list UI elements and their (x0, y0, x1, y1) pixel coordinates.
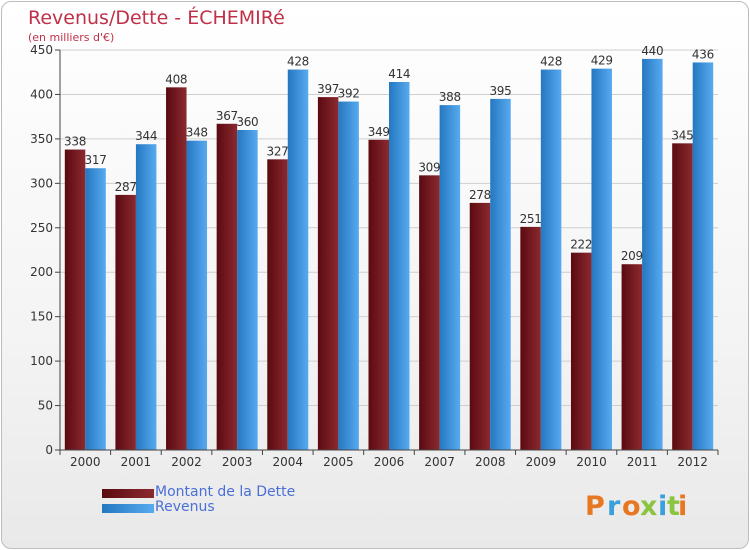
x-tick-label: 2007 (424, 455, 455, 469)
logo-letter: r (607, 491, 621, 522)
bar-debt (216, 123, 238, 451)
data-label-debt: 345 (671, 128, 693, 142)
legend-label-debt: Montant de la Dette (155, 484, 296, 500)
data-label-revenue: 344 (135, 129, 157, 143)
data-label-revenue: 414 (388, 67, 410, 81)
data-label-revenue: 428 (287, 55, 309, 69)
y-tick-label: 350 (30, 132, 53, 146)
data-label-debt: 222 (570, 238, 592, 252)
y-tick-label: 200 (30, 265, 53, 279)
data-label-debt: 251 (520, 212, 542, 226)
data-label-revenue: 429 (591, 54, 613, 68)
bar-revenue (287, 69, 309, 451)
bar-debt (368, 139, 389, 450)
y-tick-label: 150 (30, 310, 53, 324)
x-tick-label: 2009 (526, 455, 557, 469)
bar-debt (115, 194, 136, 450)
x-tick-label: 2000 (70, 455, 101, 469)
data-label-revenue: 428 (540, 55, 562, 69)
logo-letter: o (622, 491, 641, 522)
bar-debt (520, 226, 541, 450)
logo-letter: x (640, 491, 657, 522)
y-tick-label: 450 (30, 43, 53, 57)
legend-swatch-debt (102, 489, 154, 498)
logo-letter: P (585, 491, 605, 522)
y-tick-label: 250 (30, 221, 53, 235)
legend-swatch-revenue (102, 504, 154, 513)
chart-subtitle: (en milliers d'€) (28, 31, 115, 44)
x-tick-label: 2010 (576, 455, 607, 469)
data-label-revenue: 317 (85, 153, 107, 167)
x-tick-label: 2003 (222, 455, 253, 469)
bar-revenue (439, 105, 461, 450)
data-label-debt: 309 (418, 160, 440, 174)
bar-revenue (389, 82, 410, 450)
logo-letter: i (678, 491, 687, 522)
chart-title: Revenus/Dette - ÉCHEMIRé (28, 7, 285, 29)
logo-letter: t (667, 491, 680, 522)
logo-letter: i (658, 491, 667, 522)
bar-revenue (540, 69, 562, 451)
data-label-debt: 397 (317, 82, 339, 96)
data-label-revenue: 360 (236, 115, 258, 129)
data-label-revenue: 348 (186, 126, 208, 140)
x-tick-label: 2012 (677, 455, 708, 469)
bar-debt (672, 143, 693, 451)
x-tick-label: 2006 (374, 455, 405, 469)
data-label-revenue: 436 (692, 47, 714, 61)
bar-debt (267, 159, 288, 451)
bar-revenue (85, 168, 106, 450)
legend-label-revenue: Revenus (155, 499, 215, 515)
data-label-debt: 209 (621, 249, 643, 263)
data-label-debt: 338 (64, 135, 86, 149)
bar-debt (64, 149, 86, 451)
bar-debt (621, 264, 643, 450)
data-label-debt: 349 (368, 125, 390, 139)
bar-revenue (186, 140, 208, 450)
y-tick-label: 0 (45, 443, 53, 457)
bar-revenue (338, 101, 359, 451)
y-tick-label: 100 (30, 354, 53, 368)
bar-debt (166, 87, 187, 450)
data-label-revenue: 392 (338, 87, 360, 101)
bar-revenue (591, 68, 612, 451)
x-tick-label: 2005 (323, 455, 354, 469)
bar-debt (419, 175, 440, 451)
data-label-revenue: 388 (439, 90, 461, 104)
data-label-debt: 287 (115, 180, 137, 194)
data-label-debt: 367 (216, 109, 238, 123)
y-tick-label: 300 (30, 176, 53, 190)
x-tick-label: 2001 (121, 455, 152, 469)
bar-debt (469, 202, 491, 450)
x-tick-label: 2011 (627, 455, 658, 469)
bar-revenue (237, 130, 258, 450)
x-tick-label: 2002 (171, 455, 202, 469)
bar-revenue (490, 98, 511, 450)
bar-debt (317, 97, 339, 450)
data-label-revenue: 395 (489, 84, 511, 98)
y-tick-label: 50 (38, 399, 53, 413)
data-label-debt: 408 (165, 72, 187, 86)
data-label-debt: 278 (469, 188, 491, 202)
data-label-revenue: 440 (641, 44, 663, 58)
bar-revenue (692, 62, 714, 450)
data-label-debt: 327 (267, 144, 289, 158)
y-tick-label: 400 (30, 87, 53, 101)
x-tick-label: 2004 (272, 455, 303, 469)
bar-revenue (135, 144, 157, 450)
x-tick-label: 2008 (475, 455, 506, 469)
bar-debt (570, 252, 592, 450)
bar-revenue (642, 58, 663, 451)
